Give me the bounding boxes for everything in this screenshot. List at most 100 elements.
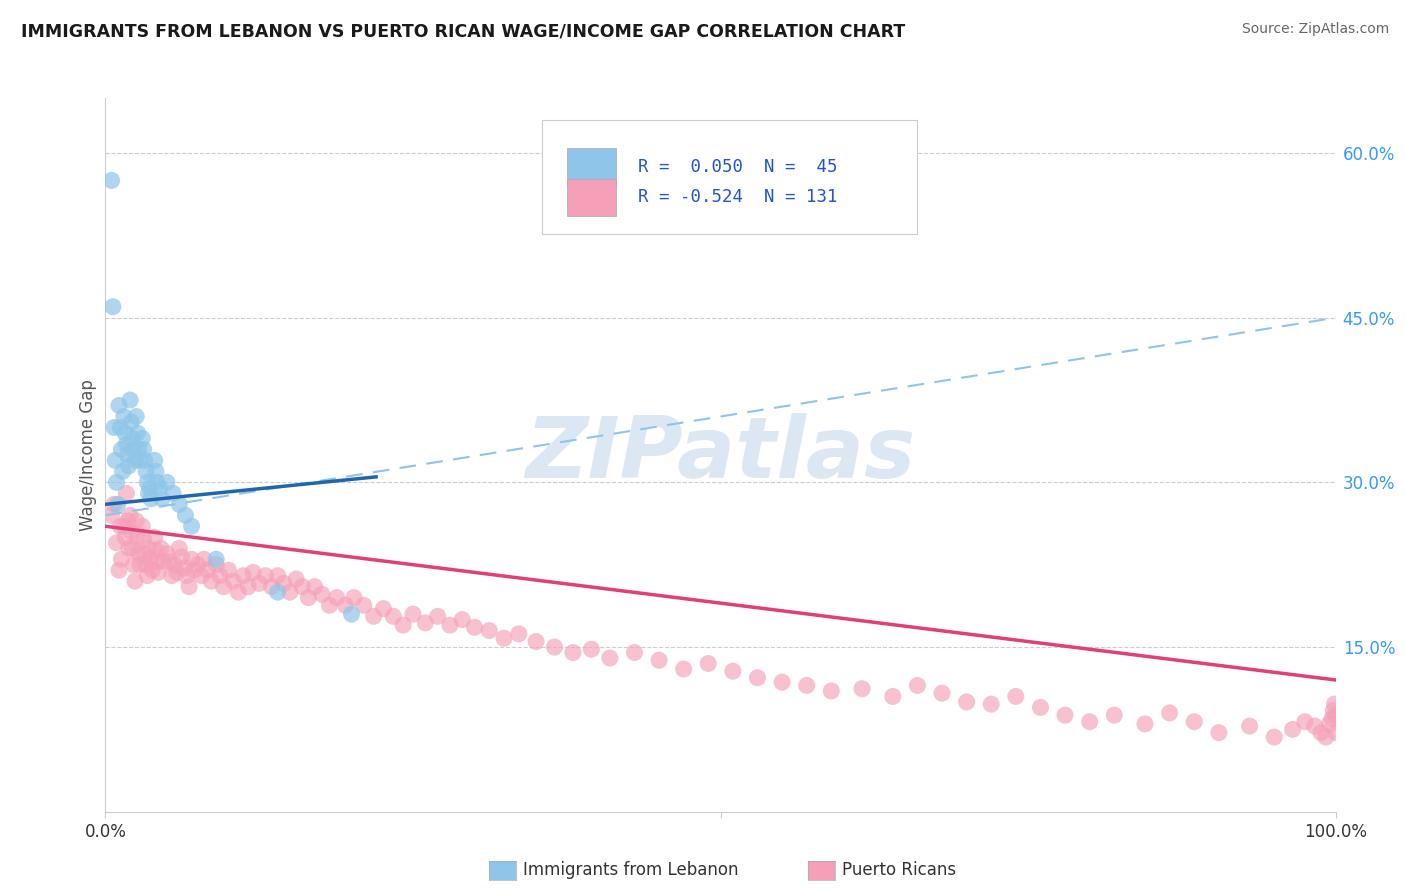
Point — [318, 599, 340, 613]
Point — [1324, 708, 1347, 723]
Point — [747, 671, 769, 685]
Point — [451, 613, 474, 627]
Point — [311, 587, 333, 601]
Point — [121, 541, 143, 556]
Point — [135, 464, 157, 478]
Point — [882, 690, 904, 704]
Point — [193, 552, 215, 566]
Point — [120, 415, 142, 429]
Point — [273, 576, 295, 591]
Point — [1133, 717, 1156, 731]
Point — [1324, 725, 1347, 739]
Point — [304, 580, 326, 594]
Point — [1078, 714, 1101, 729]
Point — [851, 681, 873, 696]
Point — [121, 432, 143, 446]
Point — [134, 547, 156, 561]
Point — [267, 568, 290, 582]
Point — [125, 514, 148, 528]
Point — [139, 491, 162, 506]
Point — [205, 552, 228, 566]
Point — [267, 585, 290, 599]
Point — [721, 664, 744, 678]
Point — [148, 566, 170, 580]
Point — [128, 547, 150, 561]
Point — [173, 561, 195, 575]
Point — [169, 541, 191, 556]
Point — [1320, 711, 1343, 725]
Text: Source: ZipAtlas.com: Source: ZipAtlas.com — [1241, 22, 1389, 37]
Point — [115, 486, 138, 500]
Point — [135, 558, 157, 572]
Point — [581, 642, 603, 657]
Point — [599, 651, 621, 665]
Text: R =  0.050  N =  45: R = 0.050 N = 45 — [638, 158, 838, 176]
Point — [1315, 730, 1337, 744]
Point — [138, 481, 162, 495]
Text: Immigrants from Lebanon: Immigrants from Lebanon — [523, 861, 738, 879]
Point — [956, 695, 979, 709]
Point — [118, 541, 141, 556]
Point — [373, 601, 395, 615]
Point — [124, 453, 146, 467]
Point — [138, 552, 162, 566]
Point — [392, 618, 415, 632]
Point — [104, 453, 127, 467]
Point — [156, 547, 179, 561]
Point — [382, 609, 405, 624]
Point — [285, 572, 308, 586]
Text: IMMIGRANTS FROM LEBANON VS PUERTO RICAN WAGE/INCOME GAP CORRELATION CHART: IMMIGRANTS FROM LEBANON VS PUERTO RICAN … — [21, 22, 905, 40]
Point — [110, 442, 132, 457]
Point — [1281, 723, 1303, 737]
Point — [232, 568, 254, 582]
Point — [105, 535, 128, 549]
Point — [187, 558, 209, 572]
Point — [623, 646, 645, 660]
Point — [100, 173, 122, 187]
Point — [120, 392, 141, 407]
Point — [247, 576, 270, 591]
Point — [114, 530, 136, 544]
Text: R = -0.524  N = 131: R = -0.524 N = 131 — [638, 188, 838, 206]
Point — [770, 675, 793, 690]
Point — [120, 508, 141, 523]
Point — [162, 486, 184, 500]
Point — [1159, 706, 1181, 720]
Point — [110, 420, 132, 434]
Point — [1323, 697, 1346, 711]
Point — [136, 475, 159, 490]
Point — [143, 453, 166, 467]
Point — [291, 580, 314, 594]
Point — [183, 563, 205, 577]
Point — [464, 620, 486, 634]
Point — [132, 533, 155, 547]
Point — [111, 464, 134, 478]
Point — [134, 453, 156, 467]
Point — [127, 530, 149, 544]
Point — [156, 475, 179, 490]
Point — [117, 448, 139, 462]
Point — [1322, 704, 1344, 718]
Point — [127, 425, 149, 440]
Point — [180, 519, 202, 533]
Point — [439, 618, 461, 632]
FancyBboxPatch shape — [567, 178, 616, 216]
Point — [114, 425, 136, 440]
Point — [108, 399, 131, 413]
Point — [176, 568, 198, 582]
Point — [980, 697, 1002, 711]
Point — [129, 558, 152, 572]
Text: ZIPatlas: ZIPatlas — [526, 413, 915, 497]
Point — [524, 634, 547, 648]
Point — [180, 552, 202, 566]
Point — [228, 585, 250, 599]
Point — [103, 420, 125, 434]
Point — [105, 475, 128, 490]
Point — [170, 549, 193, 564]
Point — [212, 580, 235, 594]
Point — [112, 519, 135, 533]
Point — [149, 541, 172, 556]
Point — [152, 554, 174, 568]
Point — [931, 686, 953, 700]
Point — [1208, 725, 1230, 739]
